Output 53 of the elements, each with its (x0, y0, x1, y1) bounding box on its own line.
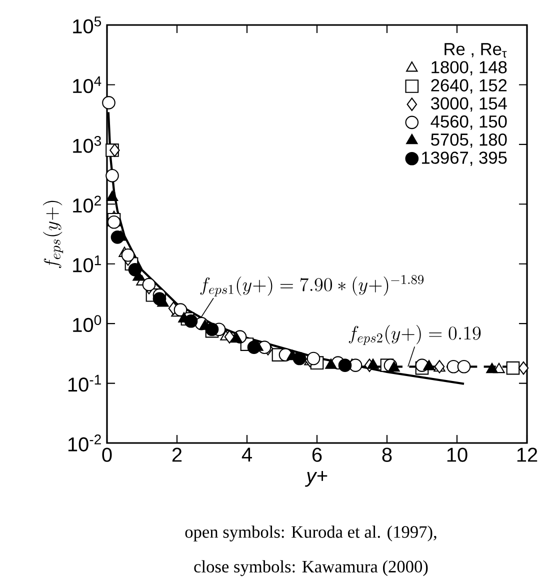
legend-title: Re , Re$_{τ}$ (444, 43, 507, 58)
legend-label: 5705, 180 (431, 133, 507, 148)
legend-label: 13967, 395 (422, 152, 507, 166)
x-tick-label: 0 (102, 448, 112, 462)
point (486, 362, 498, 374)
x-tick-label: 10 (447, 448, 468, 462)
point (338, 358, 352, 372)
point (230, 332, 242, 343)
text: open symbols: Kuroda et al. (1997), (185, 526, 436, 542)
point (102, 96, 116, 110)
point (106, 190, 118, 201)
x-tick-label: 8 (382, 448, 392, 462)
legend-label: 1800, 148 (432, 61, 507, 76)
y-tick-label: 10$^{-2}$ (68, 434, 101, 452)
point (142, 278, 156, 292)
point (128, 262, 142, 276)
x-tick-label: 12 (517, 448, 538, 462)
point (367, 358, 379, 369)
point (224, 330, 235, 344)
annotation: $f_{eps1}(y+)=7.90*(y+)^{-1.89}$ (200, 275, 424, 296)
x-axis-title: y+ (305, 471, 328, 487)
y-tick-label: 10$^{3}$ (73, 136, 102, 153)
point (184, 314, 198, 328)
text: close symbols: Kawamura (2000) (194, 560, 428, 576)
point (506, 361, 520, 375)
point (121, 248, 135, 262)
point (457, 360, 471, 374)
x-tick-label: 6 (312, 448, 322, 462)
point (306, 352, 320, 366)
point (325, 358, 337, 369)
y-tick-label: 10$^{4}$ (73, 76, 102, 94)
x-tick-label: 2 (172, 448, 182, 462)
y-axis-title: $f_{eps}(y+)$ (43, 200, 64, 268)
annotation: $f_{eps2}(y+)=0.19$ (348, 325, 481, 345)
y-tick-label: 10$^{5}$ (73, 16, 102, 34)
point (247, 340, 261, 354)
x-tick-label: 4 (242, 448, 252, 462)
y-tick-label: 10$^{-1}$ (68, 374, 101, 392)
point (152, 292, 166, 306)
legend-label: 4560, 150 (430, 115, 507, 130)
point (107, 215, 121, 229)
point (348, 358, 362, 372)
point (110, 144, 120, 157)
y-tick-label: 10$^{1}$ (73, 255, 101, 272)
y-tick-label: 10$^{2}$ (73, 196, 101, 213)
point (174, 303, 188, 316)
point (106, 168, 119, 182)
y-tick-label: 10$^{0}$ (73, 315, 102, 332)
legend-label: 3000, 154 (431, 97, 507, 112)
point (388, 361, 400, 372)
point (292, 352, 306, 366)
point (423, 360, 435, 370)
legend-label: 2640, 152 (431, 79, 507, 94)
